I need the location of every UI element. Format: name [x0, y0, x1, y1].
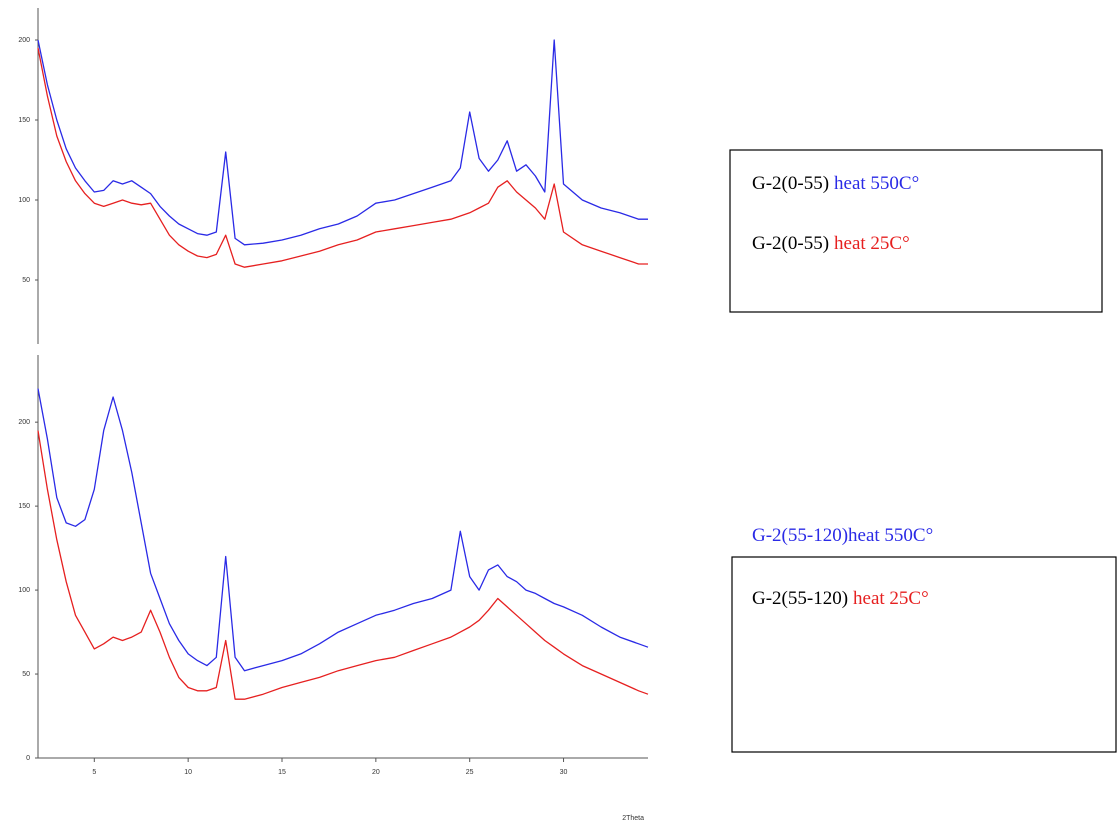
y-tick-label: 50 — [22, 277, 30, 284]
x-tick-label: 30 — [560, 769, 568, 776]
data-line — [37, 39, 648, 246]
legend-text-part: G-2(0-55) — [752, 233, 829, 254]
legend-entry: G-2(55-120)heat 550C° — [752, 525, 933, 546]
legend-entry: G-2(0-55) heat 550C° — [752, 173, 919, 194]
y-tick-label: 200 — [18, 419, 30, 426]
x-tick-label: 10 — [184, 769, 192, 776]
y-tick-label: 0 — [26, 755, 30, 762]
y-tick-label: 50 — [22, 671, 30, 678]
data-line — [37, 430, 649, 700]
legend-box — [731, 556, 1117, 753]
x-tick-label: 25 — [466, 769, 474, 776]
legend-box — [729, 149, 1103, 313]
legend-text-part: heat 550C° — [834, 173, 919, 194]
x-axis-label: 2Theta — [622, 815, 644, 822]
legend-text-part: G-2(55-120) — [752, 588, 848, 609]
y-tick-label: 200 — [18, 37, 30, 44]
data-line — [37, 388, 649, 672]
x-tick-label: 15 — [278, 769, 286, 776]
legend-text-part: heat 25C° — [853, 588, 929, 609]
y-tick-label: 150 — [18, 117, 30, 124]
y-tick-label: 100 — [18, 197, 30, 204]
data-line — [37, 47, 648, 268]
x-tick-label: 5 — [92, 769, 96, 776]
legend-text-part: G-2(55-120)heat 550C° — [752, 525, 933, 546]
y-tick-label: 150 — [18, 503, 30, 510]
y-tick-label: 100 — [18, 587, 30, 594]
x-tick-label: 20 — [372, 769, 380, 776]
legend-entry: G-2(0-55) heat 25C° — [752, 233, 910, 254]
legend-entry: G-2(55-120) heat 25C° — [752, 588, 929, 609]
legend-text-part: heat 25C° — [834, 233, 910, 254]
legend-text-part: G-2(0-55) — [752, 173, 829, 194]
